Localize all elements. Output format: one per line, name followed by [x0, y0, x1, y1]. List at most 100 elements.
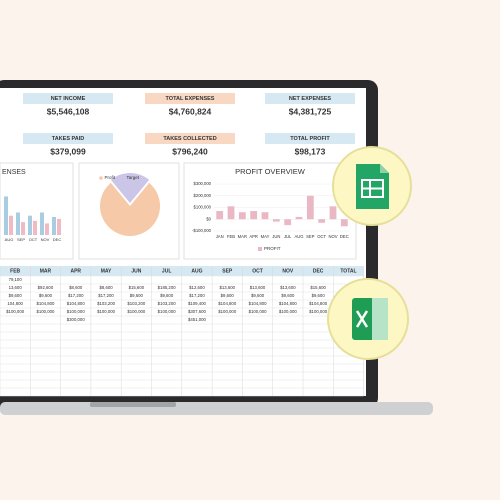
- legend-swatch: [121, 176, 125, 180]
- x-tick-label: MAR: [238, 234, 247, 239]
- table-header: NOV: [282, 268, 294, 274]
- bar: [306, 195, 314, 220]
- bar: [340, 219, 348, 227]
- legend-label: Profit: [105, 175, 116, 180]
- table-cell: $104,800: [249, 301, 268, 306]
- x-tick-label: OCT: [29, 237, 38, 242]
- table-cell: $17,200: [98, 293, 114, 298]
- bar: [284, 219, 292, 226]
- table-cell: $13,600: [250, 285, 266, 290]
- laptop-base: [0, 402, 433, 415]
- y-tick-label: $100,000: [194, 205, 212, 210]
- bar: [57, 218, 61, 235]
- table-cell: $100,000: [158, 309, 177, 314]
- table-cell: $9,600: [130, 293, 144, 298]
- table-cell: $9,600: [39, 293, 53, 298]
- x-tick-label: APR: [249, 234, 258, 239]
- kpi-value: $98,173: [295, 146, 326, 156]
- table-header: MAR: [40, 268, 52, 274]
- table-cell: $8,600: [69, 285, 83, 290]
- y-tick-label: $0: [206, 216, 211, 221]
- table-cell: $100,000: [249, 309, 268, 314]
- bar: [40, 212, 44, 235]
- table-cell: $9,600: [221, 293, 235, 298]
- table-cell: 13,600: [9, 285, 23, 290]
- excel-sheet: [372, 298, 388, 340]
- bar: [216, 211, 224, 220]
- kpi-label: NET INCOME: [51, 96, 86, 102]
- table-cell: $100,000: [97, 309, 116, 314]
- table-cell: $92,600: [38, 285, 54, 290]
- pie-slice: [110, 173, 150, 203]
- table-cell: $104,800: [36, 301, 55, 306]
- table-header: OCT: [252, 268, 263, 274]
- table-cell: $103,200: [158, 301, 177, 306]
- y-tick-label: -$100,000: [192, 228, 212, 233]
- kpi-value: $4,381,725: [289, 106, 332, 116]
- table-cell: $17,200: [68, 293, 84, 298]
- kpi-label: TAKES PAID: [52, 136, 85, 142]
- table-cell: $8,600: [99, 285, 113, 290]
- laptop-notch: [90, 402, 176, 407]
- bar: [21, 222, 25, 235]
- table-cell: $13,600: [219, 285, 235, 290]
- table-cell: $104,800: [67, 301, 86, 306]
- table-cell: $100,000: [67, 309, 86, 314]
- bar: [4, 196, 8, 235]
- table-cell: $100,000: [6, 309, 25, 314]
- bar: [261, 212, 269, 220]
- x-tick-label: JUN: [272, 234, 280, 239]
- table-header: FEB: [10, 268, 20, 274]
- x-tick-label: JUL: [284, 234, 292, 239]
- kpi-value: $379,099: [50, 146, 86, 156]
- table-cell: $9,600: [9, 293, 23, 298]
- y-tick-label: $300,000: [194, 181, 212, 186]
- x-tick-label: SEP: [17, 237, 25, 242]
- table-cell: $103,200: [97, 301, 116, 306]
- x-tick-label: DEC: [53, 237, 62, 242]
- table-header: JUL: [162, 268, 171, 274]
- bar: [28, 215, 32, 235]
- table-cell: $300,000: [67, 317, 86, 322]
- table-cell: $104,800: [309, 301, 328, 306]
- legend-label: Target: [127, 175, 140, 180]
- table-cell: $15,600: [310, 285, 326, 290]
- kpi-label-bg: [23, 93, 113, 104]
- bar: [227, 206, 235, 220]
- pie-slice: [100, 182, 161, 237]
- table-header: DEC: [313, 268, 324, 274]
- chart-title: ENSES: [2, 169, 26, 176]
- table-cell: $100,000: [127, 309, 146, 314]
- table-cell: $17,200: [189, 293, 205, 298]
- table-cell: 79,100: [9, 277, 23, 282]
- chart-title: PROFIT OVERVIEW: [235, 167, 306, 176]
- kpi-label: TOTAL EXPENSES: [166, 96, 215, 102]
- x-tick-label: JAN: [216, 234, 224, 239]
- y-tick-label: $200,000: [194, 193, 212, 198]
- x-tick-label: SEP: [306, 234, 315, 239]
- x-tick-label: AUG: [5, 237, 14, 242]
- table-header: MAY: [101, 268, 112, 274]
- legend-swatch: [99, 176, 103, 180]
- bar: [33, 220, 37, 235]
- x-tick-label: NOV: [328, 234, 337, 239]
- table-cell: $307,600: [188, 309, 207, 314]
- table-header: JUN: [131, 268, 141, 274]
- table-cell: $9,600: [281, 293, 295, 298]
- bar: [318, 219, 326, 223]
- table-header: SEP: [222, 268, 233, 274]
- expenses-panel: [0, 162, 74, 260]
- bar: [329, 206, 337, 220]
- legend-swatch: [258, 247, 262, 251]
- table-cell: $9,600: [312, 293, 326, 298]
- kpi-label: TAKES COLLECTED: [163, 136, 216, 142]
- table-cell: $13,600: [280, 285, 296, 290]
- bar: [16, 212, 20, 235]
- table-cell: $100,000: [218, 309, 237, 314]
- bar: [272, 219, 280, 222]
- x-tick-label: AUG: [294, 234, 303, 239]
- table-header: APR: [70, 268, 81, 274]
- table-cell: $109,400: [188, 301, 207, 306]
